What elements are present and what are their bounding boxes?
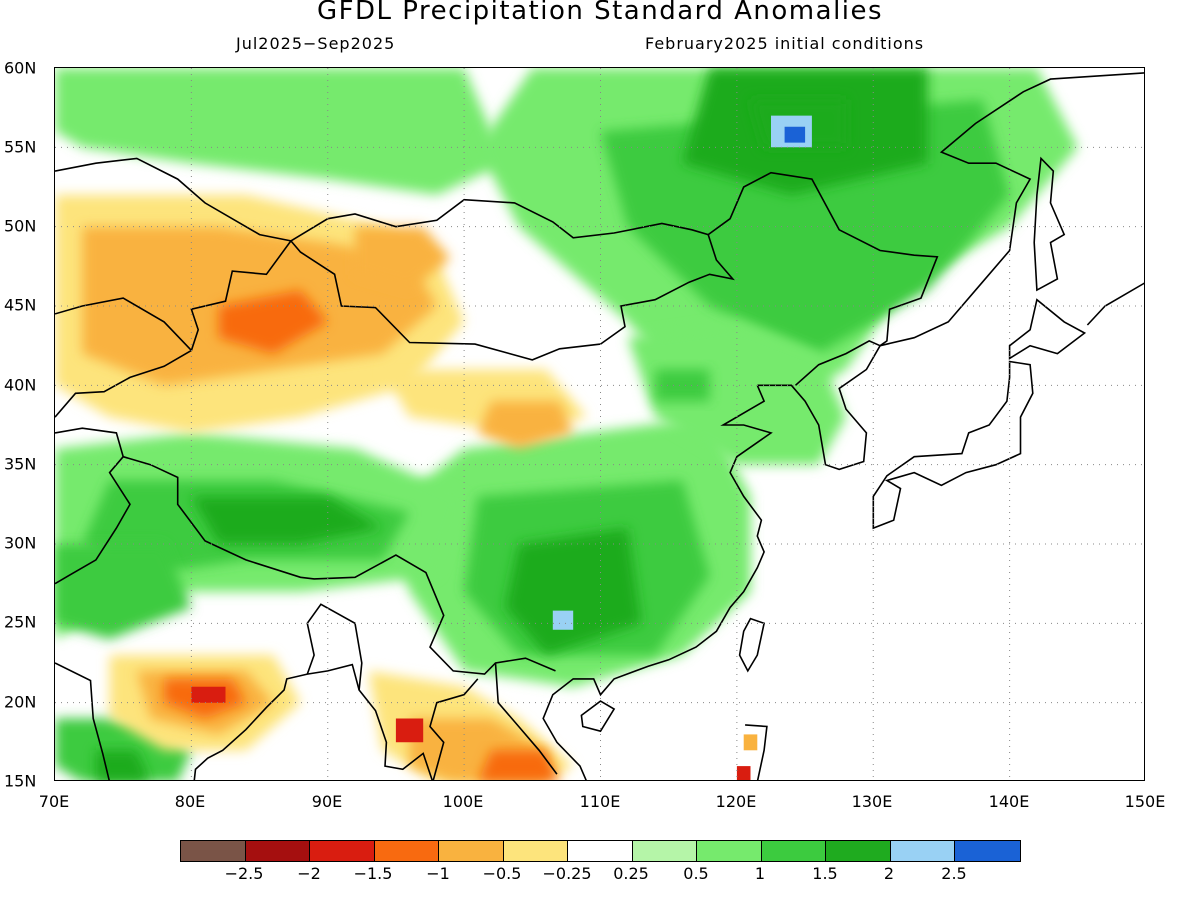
lat-label-35: 35N <box>4 454 37 474</box>
colorbar-swatch <box>568 841 633 861</box>
colorbar-label: 1 <box>754 864 766 883</box>
colorbar-label: −2.5 <box>224 864 264 883</box>
anomaly-region <box>395 718 424 743</box>
lat-label-45: 45N <box>4 295 37 315</box>
lat-label-15: 15N <box>4 771 37 791</box>
anomaly-region <box>55 68 505 195</box>
anomaly-region <box>552 610 574 630</box>
anomaly-region <box>477 401 574 449</box>
lat-label-20: 20N <box>4 692 37 712</box>
colorbar-swatch <box>503 841 568 861</box>
season-label: Jul2025−Sep2025 <box>236 34 396 53</box>
lon-label-100: 100E <box>442 792 484 811</box>
border <box>429 678 479 780</box>
border <box>494 662 558 775</box>
anomaly-region <box>736 766 751 780</box>
lat-label-50: 50N <box>4 216 37 236</box>
border <box>794 340 881 386</box>
colorbar-swatch <box>826 841 891 861</box>
colorbar-label: −1.5 <box>353 864 393 883</box>
lat-label-30: 30N <box>4 533 37 553</box>
colorbar-swatch <box>632 841 697 861</box>
colorbar-swatch <box>955 841 1020 861</box>
lon-label-110: 110E <box>579 792 621 811</box>
colorbar-label: 2.5 <box>941 864 967 883</box>
anomaly-region <box>191 496 383 544</box>
colorbar-swatch <box>697 841 762 861</box>
colorbar-label: 1.5 <box>812 864 838 883</box>
border <box>55 427 556 675</box>
lat-label-25: 25N <box>4 612 37 632</box>
coastline <box>193 663 433 780</box>
anomaly-region <box>191 686 226 703</box>
chart-title: GFDL Precipitation Standard Anomalies <box>316 0 884 26</box>
anomaly-fill-layer <box>55 68 1078 780</box>
lon-label-150: 150E <box>1124 792 1166 811</box>
lon-label-140: 140E <box>988 792 1030 811</box>
colorbar-label: 0.25 <box>613 864 649 883</box>
border <box>55 456 131 585</box>
coastline <box>872 360 1034 530</box>
lon-label-80: 80E <box>174 792 206 811</box>
graticule-layer <box>55 68 1144 780</box>
coastline <box>1008 298 1087 360</box>
colorbar-label: 2 <box>883 864 895 883</box>
coastline <box>738 617 766 673</box>
anomaly-region <box>95 750 150 780</box>
coastline-layer <box>55 72 1144 780</box>
coastline <box>1086 282 1144 326</box>
colorbar-label: 0.5 <box>683 864 709 883</box>
colorbar-label: −1 <box>426 864 450 883</box>
border <box>290 234 735 361</box>
colorbar-label: −2 <box>297 864 321 883</box>
colorbar-swatch <box>310 841 375 861</box>
colorbar <box>180 840 1021 862</box>
initial-conditions-label: February2025 initial conditions <box>645 34 925 53</box>
colorbar-swatch <box>374 841 439 861</box>
colorbar-swatch <box>181 841 246 861</box>
colorbar-swatch <box>439 841 504 861</box>
coastline <box>1033 156 1066 292</box>
colorbar-swatch <box>890 841 955 861</box>
lon-label-130: 130E <box>851 792 893 811</box>
anomaly-map <box>55 68 1144 780</box>
border <box>306 603 363 691</box>
anomaly-region <box>55 544 192 640</box>
coastline <box>745 724 768 780</box>
coastline <box>542 384 773 780</box>
anomaly-region <box>743 734 758 751</box>
colorbar-label: −0.5 <box>482 864 522 883</box>
border <box>55 297 192 351</box>
anomaly-region <box>784 126 806 143</box>
anomaly-region <box>478 750 559 780</box>
lon-label-120: 120E <box>715 792 757 811</box>
coastline <box>757 72 1144 471</box>
lon-label-70: 70E <box>38 792 70 811</box>
border <box>55 157 292 242</box>
lat-label-60: 60N <box>4 58 37 78</box>
colorbar-swatch <box>245 841 310 861</box>
colorbar-label: −0.25 <box>542 864 592 883</box>
coastline <box>55 662 110 780</box>
lon-label-90: 90E <box>311 792 343 811</box>
map-frame <box>54 67 1145 781</box>
colorbar-swatch <box>761 841 826 861</box>
border <box>55 240 292 418</box>
anomaly-region <box>627 321 846 465</box>
coastline <box>580 700 616 733</box>
lat-label-40: 40N <box>4 375 37 395</box>
anomaly-region <box>218 290 328 354</box>
lat-label-55: 55N <box>4 137 37 157</box>
anomaly-region <box>655 369 710 402</box>
anomaly-region <box>355 226 451 291</box>
